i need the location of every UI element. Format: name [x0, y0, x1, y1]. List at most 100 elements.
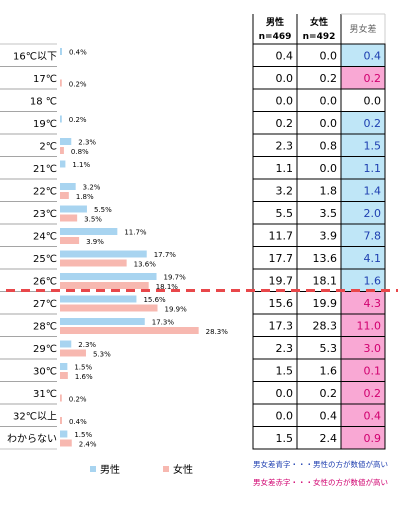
diff-cell-bg: [341, 44, 385, 67]
bar-label-female: 0.4%: [69, 418, 87, 426]
table-cell-female: 0.0: [320, 117, 338, 130]
table-cell-male: 15.6: [269, 297, 294, 310]
diff-cell-bg: [341, 224, 385, 247]
table-cell-female: 1.6: [320, 364, 338, 377]
category-label: 16℃以下: [13, 51, 57, 62]
bar-label-male: 11.7%: [124, 229, 147, 237]
note-red: 男女差赤字・・・女性の方が数値が高い: [253, 478, 388, 487]
table-cell-male: 17.3: [269, 319, 294, 332]
bar-label-male: 2.3%: [78, 341, 96, 349]
table-cell-diff: 2.0: [364, 207, 382, 220]
table-cell-male: 1.5: [276, 364, 294, 377]
male-n-label: n=469: [258, 32, 292, 42]
category-label: わからない: [7, 433, 57, 445]
category-label: 17℃: [33, 74, 57, 85]
bar-female: [60, 282, 149, 289]
table-cell-female: 5.3: [320, 342, 338, 355]
bar-label-female: 2.4%: [79, 441, 97, 449]
table-cell-diff: 0.0: [364, 94, 382, 107]
bar-female: [60, 327, 199, 334]
table-cell-female: 1.8: [320, 184, 338, 197]
category-label: 24℃: [33, 231, 57, 242]
category-label: 23℃: [33, 209, 57, 220]
category-label: 22℃: [33, 186, 57, 197]
table-cell-male: 0.4: [276, 49, 294, 62]
bar-label-female: 1.8%: [76, 193, 94, 201]
category-label: 32℃以上: [13, 410, 57, 422]
diff-cell-bg: [341, 404, 385, 427]
diff-header-label: 男女差: [349, 25, 377, 35]
table-cell-male: 2.3: [276, 342, 294, 355]
table-cell-male: 0.2: [276, 117, 294, 130]
bar-female: [60, 237, 80, 244]
table-cell-diff: 0.9: [364, 432, 382, 445]
table-cell-female: 3.9: [320, 229, 338, 242]
table-header-diff: 男女差: [341, 23, 385, 37]
diff-cell-bg: [341, 381, 385, 404]
table-cell-female: 28.3: [313, 319, 338, 332]
bar-label-female: 0.8%: [71, 148, 89, 156]
table-cell-female: 0.8: [320, 139, 338, 152]
bar-label-female: 18.1%: [156, 283, 179, 291]
table-cell-diff: 4.1: [364, 252, 382, 265]
bar-male: [60, 183, 76, 190]
table-cell-male: 2.3: [276, 139, 294, 152]
diff-cell-bg: [341, 156, 385, 179]
bar-label-female: 1.6%: [75, 373, 93, 381]
table-cell-male: 5.5: [276, 207, 294, 220]
diff-cell-bg: [341, 246, 385, 269]
table-cell-diff: 0.2: [364, 387, 382, 400]
bar-label-male: 0.4%: [69, 49, 87, 57]
table-header-male: 男性 n=469: [253, 16, 297, 44]
table-row-border: [252, 426, 386, 450]
category-label: 30℃: [33, 366, 57, 377]
bar-label-male: 1.5%: [74, 364, 92, 372]
bar-label-female: 3.5%: [84, 216, 102, 224]
bar-male: [60, 138, 72, 145]
bar-male: [60, 205, 87, 213]
bar-male: [60, 115, 62, 123]
bar-label-female: 0.2%: [69, 396, 87, 404]
table-cell-diff: 0.2: [364, 72, 382, 85]
bar-female: [60, 394, 62, 402]
diff-cell-bg: [341, 201, 385, 224]
bar-male: [60, 250, 147, 258]
table-cell-male: 3.2: [276, 184, 294, 197]
bar-female: [60, 192, 69, 199]
table-cell-female: 0.2: [320, 387, 338, 400]
table-cell-female: 0.2: [320, 72, 338, 85]
bar-female: [60, 439, 72, 447]
diff-cell-bg: [341, 426, 385, 449]
bar-label-male: 17.3%: [152, 319, 175, 327]
diff-cell-bg: [341, 134, 385, 157]
category-label: 25℃: [33, 254, 57, 265]
bar-label-male: 1.5%: [74, 431, 92, 439]
note-blue: 男女差青字・・・男性の方が数値が高い: [253, 460, 388, 469]
table-cell-diff: 1.5: [364, 139, 382, 152]
table-cell-diff: 0.2: [364, 117, 382, 130]
table-cell-diff: 0.4: [364, 409, 382, 422]
diff-cell-bg: [341, 336, 385, 359]
table-cell-diff: 11.0: [357, 319, 382, 332]
table-cell-diff: 1.4: [364, 184, 382, 197]
table-cell-female: 2.4: [320, 432, 338, 445]
bar-female: [60, 214, 78, 222]
bar-female: [60, 372, 68, 379]
category-label: 26℃: [33, 276, 57, 287]
bar-male: [60, 160, 66, 168]
table-cell-male: 0.0: [276, 409, 294, 422]
bar-female: [60, 259, 127, 267]
bar-female: [60, 417, 62, 424]
diff-cell-bg: [341, 314, 385, 337]
bar-female: [60, 349, 86, 357]
table-cell-diff: 0.1: [364, 364, 382, 377]
table-cell-female: 0.0: [320, 94, 338, 107]
table-cell-diff: 3.0: [364, 342, 382, 355]
bar-male: [60, 363, 68, 370]
bar-male: [60, 48, 62, 55]
category-label: 2℃: [39, 141, 57, 152]
diff-cell-bg: [341, 179, 385, 202]
bar-male: [60, 228, 118, 235]
female-header-label: 女性: [309, 18, 328, 28]
